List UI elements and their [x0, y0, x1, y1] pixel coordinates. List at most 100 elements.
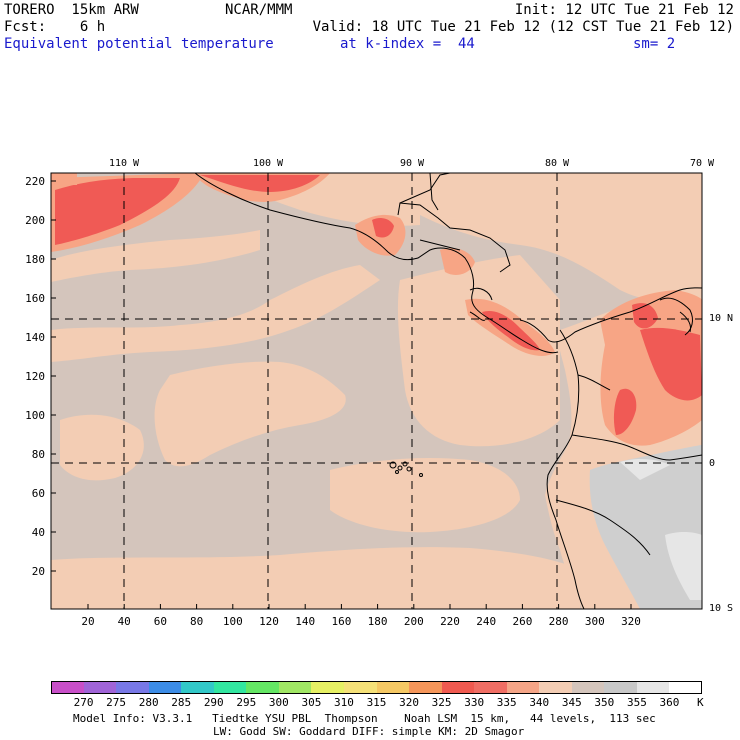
colorbar-frame	[51, 681, 702, 694]
longitude-label: 110 W	[109, 158, 140, 169]
longitude-label: 70 W	[690, 158, 715, 169]
y-tick-label: 80	[32, 448, 45, 461]
physics-info: LW: Godd SW: Goddard DIFF: simple KM: 2D…	[213, 725, 525, 738]
colorbar-swatch	[539, 681, 573, 694]
y-tick-label: 120	[25, 370, 45, 383]
x-tick-label: 40	[118, 615, 131, 628]
warm-patch	[51, 265, 380, 362]
colorbar-swatch	[278, 681, 312, 694]
colorbar-label: 295	[236, 696, 257, 709]
colorbar-label: 280	[138, 696, 159, 709]
colorbar-label: 330	[464, 696, 485, 709]
field-name: Equivalent potential temperature	[4, 36, 274, 52]
latitude-label: 10 N	[709, 313, 733, 324]
latitude-label: 0	[709, 458, 715, 469]
model-label: TORERO 15km ARW	[4, 2, 139, 18]
colorbar-swatch	[148, 681, 182, 694]
hot-region	[372, 218, 394, 238]
x-tick-label: 320	[621, 615, 641, 628]
colorbar-label: 350	[594, 696, 615, 709]
valid-time: Valid: 18 UTC Tue 21 Feb 12 (12 CST Tue …	[312, 19, 734, 35]
colorbar-label: 290	[203, 696, 224, 709]
model-info: Model Info: V3.3.1 Tiedtke YSU PBL Thomp…	[73, 712, 656, 725]
colorbar-swatch	[604, 681, 638, 694]
warm-patch	[397, 255, 560, 447]
y-tick-label: 40	[32, 526, 45, 539]
colorbar-swatch	[474, 681, 508, 694]
hot-region	[640, 327, 702, 401]
colorbar-swatch	[83, 681, 117, 694]
colorbar-label: 315	[366, 696, 387, 709]
y-tick-label: 100	[25, 409, 45, 422]
highland-patch	[620, 458, 670, 480]
colorbar-swatch	[636, 681, 670, 694]
colorbar-label: 300	[268, 696, 289, 709]
hot-region	[200, 175, 320, 192]
forecast-hour: Fcst: 6 h	[4, 19, 106, 35]
coastlines	[194, 173, 702, 609]
x-tick-label: 100	[223, 615, 243, 628]
y-tick-label: 200	[25, 214, 45, 227]
hot-corner	[51, 173, 77, 185]
highland-patch	[665, 531, 702, 600]
longitude-labels: 110 W 100 W 90 W 80 W 70 W	[109, 158, 715, 169]
colorbar-swatch	[51, 681, 85, 694]
x-tick-label: 280	[549, 615, 569, 628]
colorbar-swatch	[441, 681, 475, 694]
y-tick-label: 20	[32, 565, 45, 578]
colorbar-label: 335	[496, 696, 517, 709]
smooth-label: sm= 2	[633, 36, 676, 52]
x-axis: 20 40 60 80 100 120 140 160 180 200 220 240 260 280 30…	[81, 604, 641, 628]
colorbar-label: 285	[171, 696, 192, 709]
x-tick-label: 300	[585, 615, 605, 628]
colorbar-swatch	[669, 681, 703, 694]
x-tick-label: 200	[404, 615, 424, 628]
longitude-label: 100 W	[253, 158, 284, 169]
colorbar-swatch	[311, 681, 345, 694]
warm-patch	[51, 547, 580, 609]
colorbar-unit: K	[697, 696, 704, 709]
hot-region	[632, 303, 658, 329]
x-tick-label: 140	[295, 615, 315, 628]
colorbar-label: 305	[301, 696, 322, 709]
longitude-label: 90 W	[400, 158, 425, 169]
colorbar-label: 360	[659, 696, 680, 709]
x-tick-label: 20	[81, 615, 94, 628]
hot-region	[55, 178, 180, 245]
colorbar-swatch	[571, 681, 605, 694]
x-tick-label: 180	[368, 615, 388, 628]
colorbar-label: 355	[626, 696, 647, 709]
colorbar-label: 270	[73, 696, 94, 709]
warm-patch	[330, 458, 520, 533]
x-tick-label: 240	[476, 615, 496, 628]
level-label: at k-index = 44	[340, 36, 475, 52]
y-tick-label: 180	[25, 253, 45, 266]
colorbar-swatch	[213, 681, 247, 694]
center-label: NCAR/MMM	[225, 2, 293, 18]
y-tick-label: 220	[25, 175, 45, 188]
colorbar-label: 340	[529, 696, 550, 709]
latitude-label: 10 S	[709, 603, 733, 614]
colorbar-label: 320	[399, 696, 419, 709]
hot-region	[440, 248, 475, 275]
map-frame	[50, 172, 703, 610]
longitude-label: 80 W	[545, 158, 570, 169]
init-time: Init: 12 UTC Tue 21 Feb 12	[514, 2, 734, 18]
colorbar-swatch	[116, 681, 150, 694]
warm-patch	[60, 414, 144, 481]
warm-patch	[420, 173, 702, 305]
colorbar-swatch	[506, 681, 540, 694]
warm-patch	[51, 230, 260, 282]
x-tick-label: 160	[331, 615, 351, 628]
y-tick-label: 60	[32, 487, 45, 500]
galapagos-islands	[389, 461, 423, 477]
x-tick-label: 60	[154, 615, 167, 628]
y-tick-label: 160	[25, 292, 45, 305]
graticule	[51, 173, 702, 609]
colorbar-swatch	[343, 681, 377, 694]
y-axis: 20 40 60 80 100 120 140 160 180 200 220	[25, 175, 56, 578]
latitude-labels: 10 N 0 10 S	[709, 313, 733, 614]
x-tick-label: 260	[512, 615, 532, 628]
hot-region	[482, 310, 540, 351]
